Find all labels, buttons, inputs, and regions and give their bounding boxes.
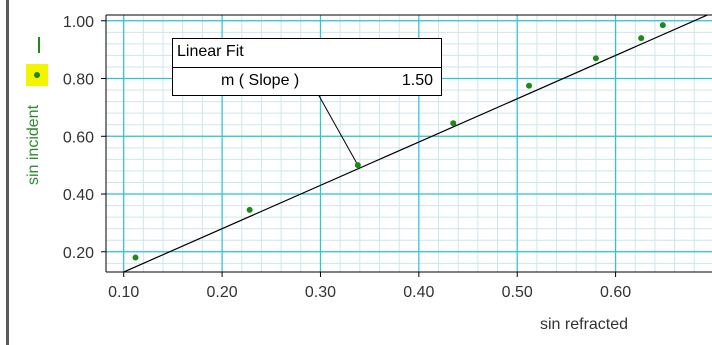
x-tick-label: 0.10 <box>108 284 139 301</box>
y-tick-label: 1.00 <box>63 14 94 31</box>
y-tick-label: 0.40 <box>63 187 94 204</box>
y-axis-label-text: sin incident <box>25 105 43 185</box>
fit-param-value: 1.50 <box>402 72 433 90</box>
fit-title: Linear Fit <box>177 43 244 61</box>
x-tick-label: 0.60 <box>600 284 631 301</box>
y-tick-label: 0.80 <box>63 72 94 89</box>
x-tick-label: 0.20 <box>207 284 238 301</box>
x-tick-label: 0.30 <box>305 284 336 301</box>
fit-param-label: m ( Slope ) <box>221 72 299 90</box>
x-axis-label: sin refracted <box>540 316 628 334</box>
y-tick-label: 0.20 <box>63 245 94 262</box>
data-point <box>355 162 361 168</box>
data-point <box>638 35 644 41</box>
data-point <box>526 83 532 89</box>
data-point <box>133 255 139 261</box>
data-point <box>450 120 456 126</box>
linear-fit-box[interactable]: Linear Fit m ( Slope ) 1.50 <box>172 38 442 96</box>
legend-dot-icon <box>34 72 40 78</box>
data-point <box>593 55 599 61</box>
data-point <box>247 207 253 213</box>
data-point <box>660 22 666 28</box>
fit-leader-line <box>318 94 358 165</box>
x-tick-label: 0.50 <box>502 284 533 301</box>
fit-row: m ( Slope ) 1.50 <box>173 67 441 96</box>
x-tick-label: 0.40 <box>403 284 434 301</box>
y-tick-label: 0.60 <box>63 129 94 146</box>
legend-marker-icon[interactable] <box>26 64 48 86</box>
